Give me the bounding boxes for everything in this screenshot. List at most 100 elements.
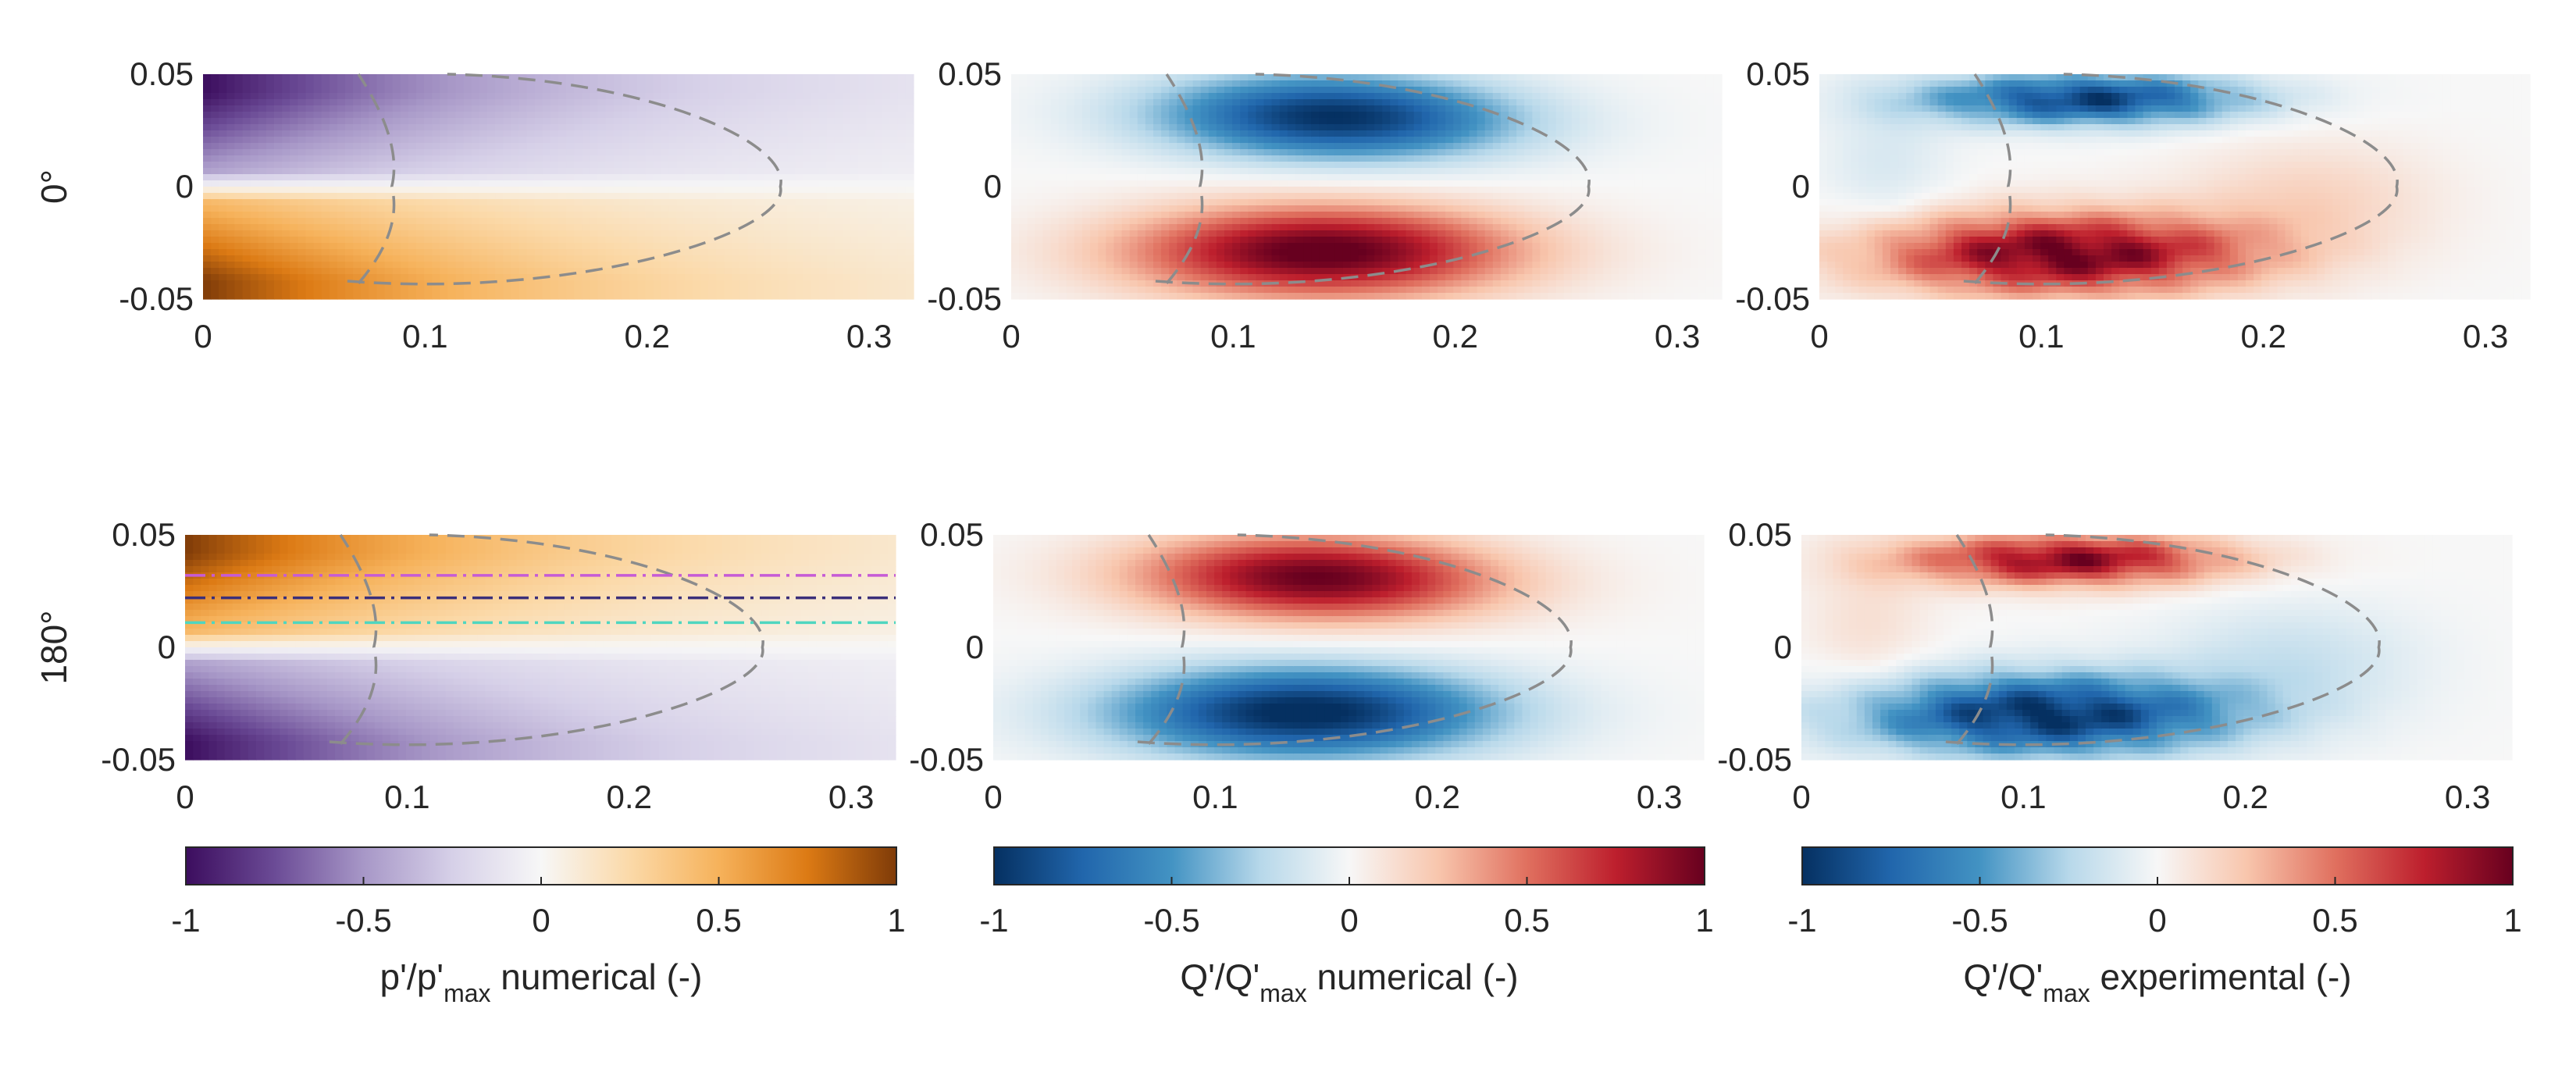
heat-cell xyxy=(242,162,251,169)
heat-cell xyxy=(416,112,425,119)
heat-cell xyxy=(700,212,709,219)
heat-cell xyxy=(795,237,804,244)
heat-cell xyxy=(1027,218,1035,225)
heat-cell xyxy=(550,237,559,244)
heat-cell xyxy=(250,249,259,256)
heat-cell xyxy=(566,274,575,281)
heat-cell xyxy=(1279,212,1288,219)
heat-cell xyxy=(274,237,283,244)
heat-cell xyxy=(463,218,472,225)
heat-cell xyxy=(803,124,812,131)
heat-cell xyxy=(1366,249,1375,256)
heat-cell xyxy=(834,180,843,187)
heat-cell xyxy=(889,199,899,206)
heat-cell xyxy=(463,243,472,250)
heat-cell xyxy=(1319,274,1328,281)
heat-cell xyxy=(684,274,693,281)
heat-cell xyxy=(1334,249,1344,256)
heat-cell xyxy=(463,124,472,131)
heat-cell xyxy=(265,237,275,244)
heat-cell xyxy=(321,224,330,231)
heat-cell xyxy=(361,180,369,187)
heat-cell xyxy=(511,137,520,144)
heat-cell xyxy=(708,137,717,144)
heat-cell xyxy=(234,149,244,156)
heat-cell xyxy=(463,224,472,231)
heat-cell xyxy=(1019,180,1028,187)
heat-cell xyxy=(1271,99,1281,106)
heat-cell xyxy=(282,168,290,175)
heat-cell xyxy=(763,262,772,269)
heat-cell xyxy=(337,193,346,200)
heat-cell xyxy=(503,193,511,200)
heat-cell xyxy=(1185,199,1194,206)
heat-cell xyxy=(542,268,551,275)
heat-cell xyxy=(1027,143,1035,150)
heat-cell xyxy=(1256,230,1265,237)
heat-cell xyxy=(234,168,244,175)
heat-cell xyxy=(716,255,725,262)
heat-cell xyxy=(511,74,520,81)
heat-cell xyxy=(1334,280,1344,287)
heat-cell xyxy=(534,168,543,175)
heat-cell xyxy=(597,180,607,187)
heat-cell xyxy=(369,243,378,250)
heat-cell xyxy=(1342,99,1352,106)
heat-cell xyxy=(226,224,236,231)
heat-cell xyxy=(795,74,804,81)
heat-cell xyxy=(826,143,836,150)
heat-cell xyxy=(700,149,709,156)
heat-cell xyxy=(1358,274,1367,281)
heat-cell xyxy=(771,74,780,81)
heat-cell xyxy=(582,237,591,244)
heat-cell xyxy=(1263,218,1273,225)
heat-cell xyxy=(550,162,559,169)
heat-cell xyxy=(258,293,267,300)
heat-cell xyxy=(668,212,678,219)
heat-cell xyxy=(290,262,298,269)
heat-cell xyxy=(369,274,378,281)
heat-cell xyxy=(1200,262,1210,269)
heat-cell xyxy=(471,199,480,206)
heat-cell xyxy=(1185,193,1194,200)
heat-cell xyxy=(676,87,686,94)
heat-cell xyxy=(1311,268,1320,275)
heat-cell xyxy=(463,149,472,156)
heat-cell xyxy=(329,212,338,219)
heat-cell xyxy=(282,243,290,250)
heat-cell xyxy=(858,262,867,269)
heat-cell xyxy=(653,237,662,244)
heat-cell xyxy=(613,249,622,256)
heat-cell xyxy=(1169,124,1178,131)
heat-cell xyxy=(305,93,315,100)
heat-cell xyxy=(811,218,820,225)
heat-cell xyxy=(274,212,283,219)
heat-cell xyxy=(1350,130,1359,137)
heat-cell xyxy=(305,149,315,156)
heat-cell xyxy=(376,143,386,150)
heat-cell xyxy=(582,255,591,262)
heat-cell xyxy=(1098,230,1106,237)
heat-cell xyxy=(432,187,440,194)
heat-cell xyxy=(1011,199,1020,206)
heat-cell xyxy=(811,255,820,262)
heat-cell xyxy=(511,199,520,206)
heat-cell xyxy=(795,193,804,200)
heat-cell xyxy=(795,180,804,187)
heat-cell xyxy=(779,293,788,300)
heat-cell xyxy=(345,187,354,194)
heat-cell xyxy=(250,112,259,119)
heat-cell xyxy=(1366,230,1375,237)
heat-cell xyxy=(787,293,796,300)
heat-cell xyxy=(818,118,828,125)
heat-cell xyxy=(858,274,867,281)
heat-cell xyxy=(290,212,298,219)
heat-cell xyxy=(1240,174,1249,181)
heat-cell xyxy=(1350,99,1359,106)
heat-cell xyxy=(676,280,686,287)
heat-cell xyxy=(1145,124,1154,131)
heat-cell xyxy=(1382,80,1391,87)
heat-cell xyxy=(1382,230,1391,237)
heat-cell xyxy=(771,149,780,156)
heat-cell xyxy=(1342,180,1352,187)
